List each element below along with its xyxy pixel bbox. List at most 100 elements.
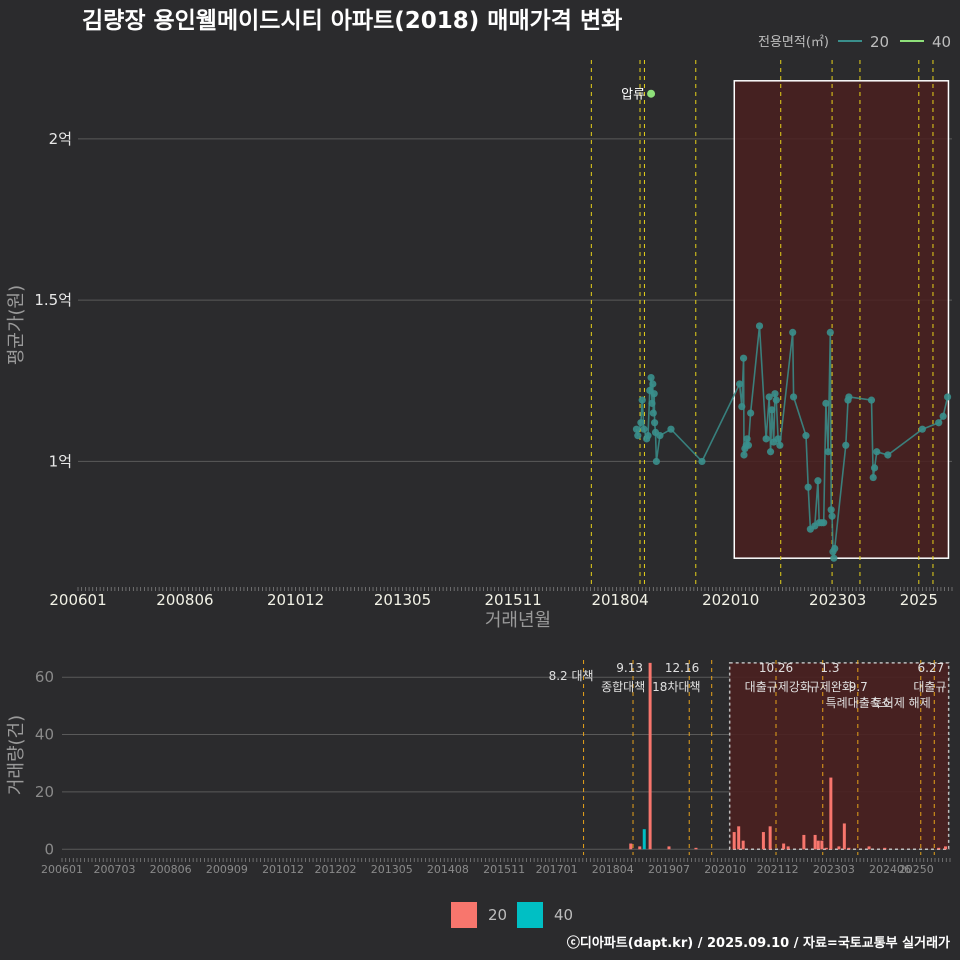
chart-title: 김량장 용인웰메이드시티 아파트(2018) 매매가격 변화 [82,8,622,34]
series-20-point [735,380,744,388]
volume-x-tick-label: 200703 [93,863,135,876]
bar-20 [829,777,833,850]
series-20-point [830,554,838,562]
x-tick-label: 201511 [485,591,542,609]
series-20-point [766,448,775,456]
bar-20 [816,840,820,850]
y-tick-label: 1.5억 [34,291,72,309]
series-20-point [772,396,780,404]
series-20-point [774,435,782,443]
series-20-point [651,419,659,427]
legend-area-top: 전용면적(㎡) 20 40 [758,33,951,51]
footer-credit: ⓒ디아파트(dapt.kr) / 2025.09.10 / 자료=국토교통부 실… [567,935,950,951]
series-20-point [918,425,926,433]
series-20-point [652,457,660,466]
series-20-point [649,380,657,388]
series-20-point [740,451,748,459]
policy-label: 대출규제강화 [745,680,811,694]
bar-20 [667,846,671,850]
policy-label: 토허제 해제 [872,696,931,710]
volume-y-tick-label: 60 [35,668,54,686]
series-20-point [743,435,751,443]
series-20-point [656,432,664,440]
bar-20 [638,846,642,850]
volume-x-tick-label: 202112 [757,863,799,876]
series-20-point [870,464,879,472]
volume-x-tick-label: 201804 [592,863,634,876]
series-20-point [824,448,832,456]
volume-x-minor-ticks [61,858,951,862]
series-20-point [638,396,646,404]
bar-20 [629,843,633,850]
bar-20 [883,847,887,850]
series-20-point [632,425,641,433]
legend-label-20: 20 [870,33,889,51]
policy-label: 10.26 [759,661,793,675]
series-20-point [649,409,657,417]
series-20-point [776,441,784,449]
bar-20 [786,846,790,850]
volume-panel: 0 20 40 60 8.2 대책 9.13 종합대책 12.16 18차대책 10.26 대출규제… [35,660,951,876]
volume-x-tick-label: 201408 [427,863,469,876]
bar-40 [642,829,646,850]
bar-20 [824,847,828,850]
bar-20 [732,832,736,850]
series-20-point [842,441,850,449]
series-20-point [762,435,770,443]
series-20-point [647,373,655,382]
policy-label: 18차대책 [652,679,700,694]
series-20-point [789,328,797,337]
legend-bar-label-40: 40 [554,906,573,924]
series-20-point [648,399,656,407]
volume-y-axis-title: 거래량(건) [6,715,27,795]
legend-bar-label-20: 20 [488,906,507,924]
volume-x-tick-label: 201012 [262,863,304,876]
price-panel: 1억 1.5억 2억 200601 200806 201012 201305 201511 20… [34,60,953,609]
policy-label: 종합대책 [601,679,645,694]
x-tick-label: 201012 [267,591,324,609]
series-20-point [644,432,652,440]
x-tick-label: 200601 [49,591,106,609]
policy-label: 9.13 [616,661,643,675]
series-20-point [698,457,706,466]
policy-label: 12.16 [665,661,699,675]
bar-20 [761,832,765,850]
series-20-point [755,322,764,330]
series-20-point [831,544,839,553]
series-20-point [867,396,876,404]
policy-label: 특례대출축소 [826,696,892,710]
series-20-point [802,432,810,440]
series-20-point [640,425,648,433]
bar-20 [768,826,772,850]
x-axis-title: 거래년월 [485,610,551,631]
legend-label-40: 40 [932,33,951,51]
bar-20 [741,840,745,850]
series-20-point [738,402,746,411]
x-tick-label: 201305 [374,591,431,609]
series-20-point [869,473,877,482]
annotation-label: 압류 [621,88,645,103]
series-20-point [822,399,830,407]
series-20-point [828,512,836,520]
bar-20 [694,847,698,850]
legend-area-bottom: 20 40 [451,902,573,928]
series-20-point [820,519,828,527]
legend-bar-swatch-20 [451,902,477,928]
volume-y-tick-label: 40 [35,726,54,744]
bar-20 [782,843,786,850]
series-20-point [739,354,748,362]
bar-20 [837,846,841,850]
series-20-point [650,390,658,398]
series-20-point [637,419,645,427]
series-20-point [768,406,776,414]
y-tick-label: 1억 [49,452,72,470]
volume-x-tick-label: 202010 [704,863,746,876]
series-20-point [814,477,822,485]
bar-20 [813,834,817,850]
series-20-point [789,393,798,401]
series-20-point [804,483,812,491]
bar-20 [842,823,846,850]
volume-x-tick-label: 201907 [648,863,690,876]
series-20-point [873,448,881,456]
